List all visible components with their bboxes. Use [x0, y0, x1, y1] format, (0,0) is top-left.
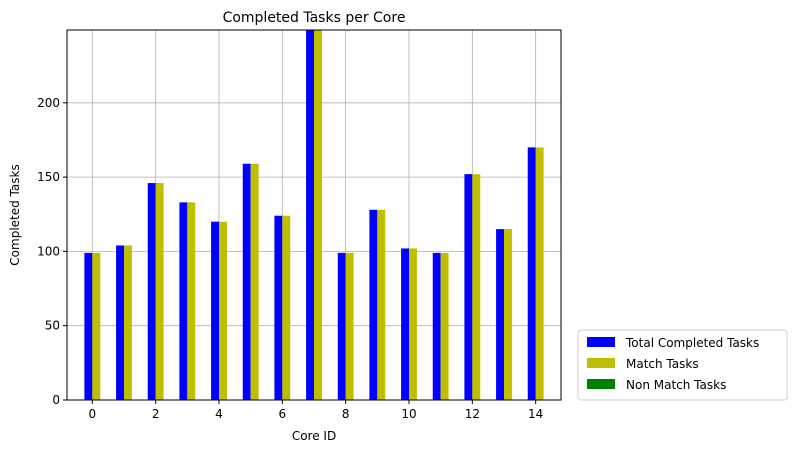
bar-total	[337, 252, 346, 400]
bar-total	[274, 215, 283, 400]
x-tick-label: 10	[401, 407, 416, 421]
x-tick-label: 14	[528, 407, 543, 421]
bar-match	[187, 202, 196, 400]
bar-total	[211, 221, 219, 400]
legend-label: Non Match Tasks	[626, 378, 726, 392]
plot-frame	[66, 29, 562, 401]
bar-match	[504, 229, 512, 400]
legend-swatch	[587, 358, 615, 368]
y-tick-label: 50	[45, 319, 60, 333]
y-tick-label: 150	[37, 170, 60, 184]
chart-title: Completed Tasks per Core	[223, 10, 406, 26]
y-tick-label: 200	[37, 96, 60, 110]
x-tick-label: 4	[215, 407, 223, 421]
bar-match	[124, 245, 132, 400]
legend-swatch	[587, 379, 615, 389]
bar-match	[472, 174, 481, 400]
x-axis-ticks: 0 2 4 6 8 10 12 14	[89, 400, 543, 421]
bar-match	[409, 248, 417, 400]
legend-swatch	[587, 337, 615, 347]
bar-match	[377, 209, 386, 400]
bar-total	[369, 209, 378, 400]
x-tick-label: 8	[342, 407, 350, 421]
y-tick-label: 100	[37, 244, 60, 258]
legend-label: Match Tasks	[626, 357, 699, 371]
bar-match	[92, 252, 101, 400]
y-axis-label: Completed Tasks	[8, 164, 22, 265]
bar-total	[496, 229, 504, 400]
bar-match	[155, 183, 164, 400]
x-tick-label: 2	[152, 407, 160, 421]
bar-total	[179, 202, 188, 400]
x-tick-label: 0	[89, 407, 97, 421]
bar-total	[306, 30, 314, 400]
bar-match	[345, 252, 354, 400]
bar-total	[432, 252, 441, 400]
x-tick-label: 6	[279, 407, 287, 421]
y-tick-label: 0	[52, 393, 60, 407]
bar-total	[147, 183, 156, 400]
bar-match	[250, 163, 259, 400]
bar-total	[242, 163, 251, 400]
legend-box	[577, 329, 788, 401]
bar-match	[535, 147, 544, 400]
bars	[84, 30, 544, 400]
bar-total	[401, 248, 409, 400]
legend: Total Completed Tasks Match Tasks Non Matc…	[577, 329, 788, 401]
x-tick-label: 12	[465, 407, 480, 421]
bar-total	[464, 174, 473, 400]
y-axis-ticks: 0 50 100 150 200	[37, 96, 67, 407]
legend-label: Total Completed Tasks	[625, 336, 759, 350]
x-axis-label: Core ID	[292, 429, 336, 443]
bar-match	[282, 215, 291, 400]
bar-total	[84, 252, 93, 400]
bar-match	[440, 252, 449, 400]
bar-match	[314, 30, 322, 400]
bar-match	[219, 221, 227, 400]
bar-total	[116, 245, 124, 400]
bar-total	[527, 147, 536, 400]
